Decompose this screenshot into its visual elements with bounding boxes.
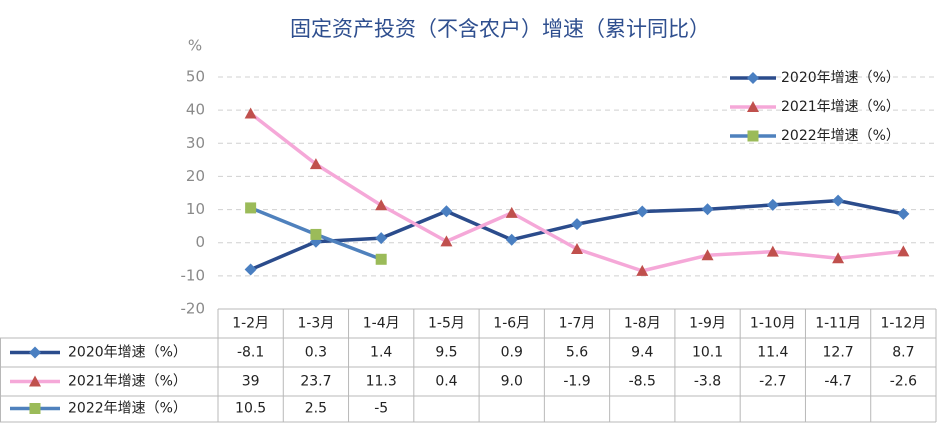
table-cell: 8.7 — [892, 345, 914, 361]
series-marker — [897, 245, 910, 257]
x-tick-label: 1-11月 — [815, 316, 861, 332]
table-cell: 23.7 — [300, 374, 331, 390]
table-cell: 0.3 — [305, 345, 327, 361]
table-cell: -3.8 — [694, 374, 721, 390]
series-marker — [375, 232, 388, 245]
y-tick-label: 0 — [195, 233, 205, 251]
legend-marker — [747, 130, 759, 142]
table-cell: 5.6 — [566, 345, 588, 361]
table-legend-marker — [29, 375, 41, 387]
table-row-label: 2022年增速（%） — [68, 401, 187, 417]
series-marker — [832, 252, 845, 264]
series-marker — [440, 205, 453, 218]
series-marker — [440, 235, 453, 247]
y-tick-label: -20 — [181, 300, 206, 318]
series-marker — [505, 233, 518, 246]
table-cell: 2.5 — [305, 401, 327, 417]
table-cell: 0.9 — [501, 345, 523, 361]
chart-title: 固定资产投资（不含农户）增速（累计同比） — [290, 17, 710, 41]
table-cell: 11.3 — [366, 374, 397, 390]
y-tick-label: 50 — [186, 68, 205, 86]
table-cell: 9.5 — [435, 345, 457, 361]
table-cell: 39 — [242, 374, 260, 390]
series-marker — [571, 218, 583, 231]
legend-marker — [747, 101, 759, 112]
series-marker — [310, 228, 322, 240]
table-cell: 1.4 — [370, 345, 392, 361]
x-tick-label: 1-8月 — [624, 316, 661, 332]
series-marker — [309, 158, 322, 170]
series-marker — [897, 207, 910, 220]
table-cell: -1.9 — [563, 374, 590, 390]
y-tick-label: -10 — [181, 266, 206, 284]
y-tick-label: 20 — [186, 167, 205, 185]
x-tick-label: 1-6月 — [493, 316, 530, 332]
series-marker — [636, 205, 649, 218]
series-line — [249, 198, 904, 272]
legend-label: 2020年增速（%） — [781, 70, 900, 86]
table-cell: 9.0 — [501, 374, 523, 390]
table-cell: 9.4 — [631, 345, 653, 361]
series-marker — [245, 202, 257, 214]
table-row-label: 2021年增速（%） — [68, 374, 187, 390]
y-tick-label: 30 — [186, 134, 205, 152]
table-cell: -5 — [374, 401, 388, 417]
x-tick-label: 1-10月 — [750, 316, 796, 332]
table-cell: -8.1 — [237, 345, 264, 361]
x-tick-label: 1-5月 — [428, 316, 465, 332]
y-axis-unit: % — [188, 37, 202, 55]
series-marker — [766, 198, 779, 211]
series-marker — [244, 263, 257, 276]
series-marker — [832, 194, 845, 207]
y-tick-label: 10 — [186, 200, 205, 218]
series-marker — [701, 203, 714, 216]
table-cell: -8.5 — [629, 374, 656, 390]
legend-marker — [747, 72, 759, 84]
series-marker — [766, 245, 779, 257]
table-cell: -2.6 — [890, 374, 917, 390]
legend-label: 2022年增速（%） — [781, 128, 900, 144]
table-legend-marker — [29, 346, 41, 359]
table-cell: 10.5 — [235, 401, 266, 417]
series-marker — [375, 253, 387, 265]
table-cell: -2.7 — [759, 374, 786, 390]
x-tick-label: 1-2月 — [232, 316, 269, 332]
series-marker — [244, 107, 257, 119]
table-cell: 11.4 — [757, 345, 788, 361]
table-cell: -4.7 — [824, 374, 851, 390]
table-legend-marker — [29, 403, 41, 414]
series-marker — [636, 264, 649, 276]
table-row-label: 2020年增速（%） — [68, 345, 187, 361]
x-tick-label: 1-9月 — [689, 316, 726, 332]
series-marker — [505, 206, 518, 218]
series-marker — [375, 199, 388, 211]
x-tick-label: 1-3月 — [297, 316, 334, 332]
x-tick-label: 1-7月 — [559, 316, 596, 332]
y-tick-label: 40 — [186, 101, 205, 119]
x-tick-label: 1-12月 — [880, 316, 926, 332]
series-marker — [701, 249, 714, 261]
legend-label: 2021年增速（%） — [781, 99, 900, 115]
x-tick-label: 1-4月 — [363, 316, 400, 332]
table-cell: 10.1 — [692, 345, 723, 361]
table-cell: 12.7 — [823, 345, 854, 361]
table-cell: 0.4 — [435, 374, 457, 390]
series-marker — [571, 243, 583, 255]
